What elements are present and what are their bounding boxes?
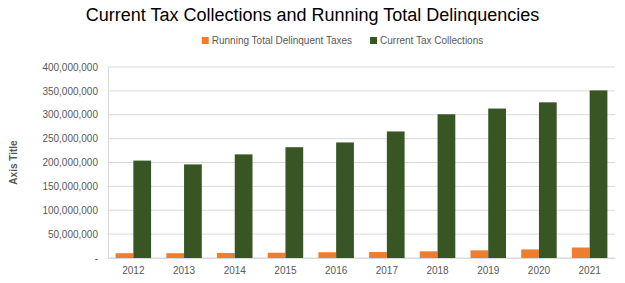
y-tick: 100,000,000	[42, 205, 108, 216]
legend-item: Running Total Delinquent Taxes	[202, 35, 352, 46]
y-tick-label: 200,000,000	[42, 157, 98, 168]
y-axis-line	[108, 68, 109, 259]
x-tick: 2013	[173, 258, 196, 276]
chart: - 50,000,000 100,000,000 150,000,000 200,000…	[0, 0, 625, 283]
y-tick-label: 150,000,000	[42, 181, 98, 192]
y-tick: 400,000,000	[42, 62, 108, 73]
y-tick: 250,000,000	[42, 133, 108, 144]
bar	[471, 250, 489, 258]
legend-swatch	[202, 37, 209, 44]
title: Current Tax Collections and Running Tota…	[86, 5, 540, 25]
bar	[488, 109, 506, 258]
bar	[438, 114, 456, 258]
y-tick-label: 400,000,000	[42, 62, 98, 73]
x-tick: 2020	[528, 258, 551, 276]
y-tick: 300,000,000	[42, 109, 108, 120]
y-tick-label: 350,000,000	[42, 86, 98, 97]
bar	[369, 252, 387, 258]
y-axis-title: Axis Title	[8, 140, 19, 185]
x-tick: 2017	[376, 258, 399, 276]
x-tick: 2014	[224, 258, 247, 276]
grid	[108, 67, 615, 258]
x-axis: 2012 2013 2014 2015 2016 2017 2018 2019 2020 2021	[109, 258, 616, 276]
y-tick-label: 250,000,000	[42, 133, 98, 144]
bar	[285, 147, 303, 258]
x-tick-label: 2014	[224, 265, 247, 276]
bar	[521, 249, 539, 258]
bar	[133, 161, 151, 258]
legend-item: Current Tax Collections	[370, 35, 483, 46]
x-tick-label: 2019	[477, 265, 500, 276]
y-tick-label: 100,000,000	[42, 205, 98, 216]
x-tick-label: 2015	[274, 265, 297, 276]
x-tick: 2018	[426, 258, 449, 276]
bar	[184, 164, 202, 258]
x-tick-label: 2018	[426, 265, 449, 276]
bar	[539, 102, 557, 258]
legend-swatch	[370, 37, 377, 44]
bar	[590, 90, 608, 258]
bar	[318, 252, 336, 258]
grid-line	[108, 67, 615, 68]
legend: Running Total Delinquent Taxes Current Ta…	[202, 35, 484, 46]
x-tick-label: 2021	[579, 265, 602, 276]
x-tick: 2015	[274, 258, 297, 276]
y-tick-label: 300,000,000	[42, 109, 98, 120]
y-axis: - 50,000,000 100,000,000 150,000,000 200,000…	[42, 62, 108, 264]
x-tick-label: 2020	[528, 265, 551, 276]
legend-label: Current Tax Collections	[380, 35, 483, 46]
bar	[387, 131, 405, 258]
x-tick-label: 2016	[325, 265, 348, 276]
bar	[420, 251, 438, 258]
x-tick: 2019	[477, 258, 500, 276]
grid-line	[108, 90, 615, 91]
bar	[572, 247, 590, 258]
x-tick: 2012	[122, 258, 145, 276]
x-tick-label: 2013	[173, 265, 196, 276]
bar	[217, 253, 235, 258]
y-tick: 200,000,000	[42, 157, 108, 168]
bar	[235, 154, 253, 258]
bar	[336, 142, 354, 258]
y-tick: 50,000,000	[48, 229, 108, 240]
x-tick: 2021	[579, 258, 602, 276]
bar	[268, 253, 286, 258]
bar	[116, 253, 134, 258]
x-tick-label: 2012	[122, 265, 145, 276]
y-tick-label: -	[95, 253, 98, 264]
x-axis-line	[109, 258, 616, 259]
bars	[116, 90, 608, 258]
y-tick: -	[95, 253, 108, 264]
x-tick: 2016	[325, 258, 348, 276]
y-tick: 350,000,000	[42, 86, 108, 97]
bar-series	[133, 90, 607, 258]
bar	[166, 253, 184, 258]
y-tick-label: 50,000,000	[48, 229, 98, 240]
x-tick-label: 2017	[376, 265, 399, 276]
y-tick: 150,000,000	[42, 181, 108, 192]
legend-label: Running Total Delinquent Taxes	[212, 35, 352, 46]
